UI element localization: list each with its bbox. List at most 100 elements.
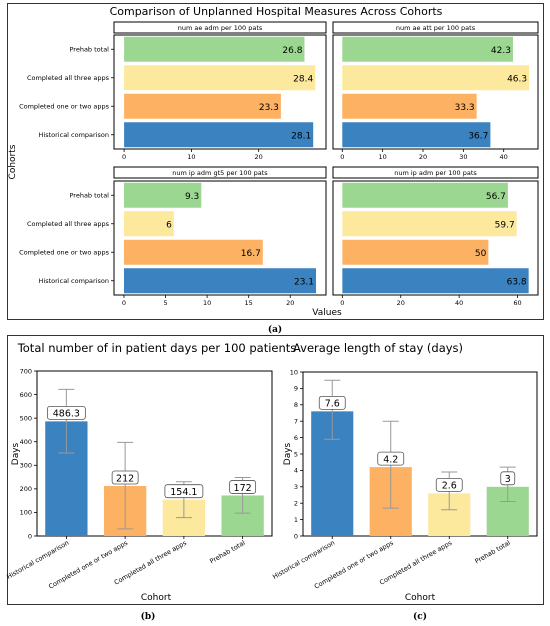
y-tick-label: 300 — [20, 462, 32, 470]
y-tick-label: 2 — [294, 500, 298, 508]
x-tick-label: 30 — [459, 153, 467, 161]
data-label: 28.4 — [293, 74, 313, 84]
y-tick-label: 500 — [20, 414, 32, 422]
x-tick-label: 10 — [187, 153, 195, 161]
x-tick-label: 60 — [513, 299, 521, 307]
x-tick-label: 15 — [245, 299, 253, 307]
caption-a: (a) — [268, 324, 282, 335]
data-label: 33.3 — [455, 103, 475, 113]
data-label: 50 — [475, 249, 487, 259]
data-label: 42.3 — [491, 46, 511, 56]
y-tick-label: 6 — [294, 434, 298, 442]
caption-b: (b) — [141, 611, 156, 622]
data-label: 16.7 — [241, 249, 261, 259]
y-tick-label: 3 — [294, 483, 298, 491]
bar — [342, 239, 489, 265]
data-label: 212 — [116, 473, 134, 484]
y-tick-label: Completed all three apps — [27, 74, 110, 82]
x-tick-label: 20 — [286, 299, 294, 307]
x-tick-label: 20 — [255, 153, 263, 161]
chart-b-xlabel: Cohort — [141, 593, 172, 603]
y-tick-label: 9 — [294, 385, 298, 393]
chart-a-facets: num ae adm per 100 pats 26.8 Prehab total 2… — [19, 21, 539, 307]
data-label: 486.3 — [53, 409, 80, 420]
data-label: 4.2 — [383, 454, 398, 465]
y-tick-label: Historical comparison — [39, 131, 109, 139]
chart-a-ylabel: Cohorts — [8, 144, 18, 179]
data-label: 26.8 — [282, 46, 302, 56]
x-tick-label: 10 — [203, 299, 211, 307]
chart-b-title: Total number of in patient days per 100 … — [17, 341, 297, 355]
bar — [123, 182, 202, 208]
x-tick-label: 40 — [455, 299, 463, 307]
y-tick-label: 600 — [20, 391, 32, 399]
facet-title: num ip adm per 100 pats — [394, 169, 477, 177]
x-tick-label: 10 — [378, 153, 386, 161]
facet-frame — [332, 34, 539, 150]
y-tick-label: 4 — [294, 467, 298, 475]
facet-frame — [332, 180, 539, 296]
bar — [342, 93, 477, 119]
y-tick-label: 700 — [20, 367, 32, 375]
data-label-box — [229, 480, 257, 494]
facet-strip — [332, 21, 539, 34]
data-label: 63.8 — [507, 277, 527, 287]
plot-frame — [36, 370, 273, 537]
panel-bc-frame — [7, 335, 544, 605]
y-tick-label: 1 — [294, 516, 298, 524]
bar — [342, 268, 529, 294]
facet-title: num ae adm per 100 pats — [178, 24, 263, 32]
panel-a-frame — [7, 3, 544, 320]
bar — [342, 182, 508, 208]
y-tick-label: Prehab total — [70, 46, 110, 54]
data-label: 56.7 — [486, 192, 506, 202]
y-tick-label: Completed one or two apps — [19, 103, 110, 111]
data-label: 7.6 — [325, 399, 340, 410]
chart-b: 0 100 200 300 400 500 600 700 486.3 Historical co… — [5, 367, 273, 591]
data-label-box — [46, 405, 86, 420]
x-tick-label: 0 — [340, 153, 344, 161]
data-label: 36.7 — [468, 131, 488, 141]
facet-strip — [113, 166, 327, 179]
x-tick-label: Historical comparison — [271, 539, 336, 581]
data-label: 6 — [166, 220, 172, 230]
chart-c-xlabel: Cohort — [405, 593, 436, 603]
caption-c: (c) — [413, 611, 427, 622]
y-tick-label: 100 — [20, 509, 32, 517]
data-label: 2.6 — [442, 481, 457, 492]
x-tick-label: 20 — [419, 153, 427, 161]
y-tick-label: 5 — [294, 450, 298, 458]
bar — [123, 239, 263, 265]
y-tick-label: Completed one or two apps — [19, 249, 110, 257]
data-label-box — [164, 484, 204, 499]
x-tick-label: Prehab total — [208, 539, 246, 566]
data-label: 9.3 — [185, 192, 199, 202]
data-label-box — [111, 470, 139, 485]
data-label: 59.7 — [495, 220, 515, 230]
data-label-box — [377, 451, 405, 466]
x-tick-label: Prehab total — [474, 539, 512, 566]
bar — [123, 211, 174, 237]
facet-frame — [113, 34, 327, 150]
bar — [342, 122, 491, 148]
facet-frame — [113, 180, 327, 296]
data-label: 23.1 — [294, 277, 314, 287]
y-tick-label: 7 — [294, 418, 298, 426]
bar — [124, 122, 314, 148]
facet-strip — [113, 21, 327, 34]
data-label: 154.1 — [170, 487, 197, 498]
bar — [124, 36, 305, 62]
chart-a-xlabel: Values — [312, 308, 342, 318]
y-tick-label: 200 — [20, 485, 32, 493]
data-label: 28.1 — [291, 131, 311, 141]
facet-title: num ae att per 100 pats — [396, 24, 476, 32]
data-label: 172 — [234, 483, 252, 494]
data-label: 46.3 — [507, 74, 527, 84]
y-tick-label: 0 — [28, 532, 32, 540]
facet-title: num ip adm gt5 per 100 pats — [172, 169, 268, 177]
y-tick-label: Prehab total — [70, 192, 110, 200]
bar — [123, 268, 317, 294]
data-label-box — [500, 471, 516, 486]
